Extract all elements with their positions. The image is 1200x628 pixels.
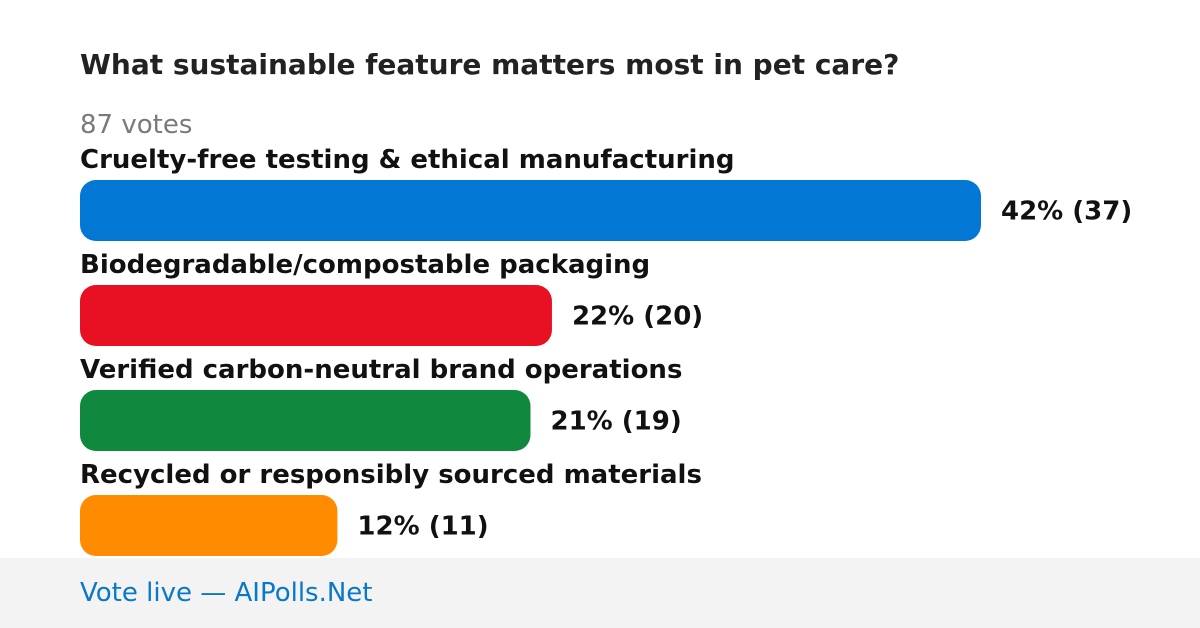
footer-bar: Vote live — AIPolls.Net	[0, 558, 1200, 628]
option-3-label: Verified carbon-neutral brand operations	[80, 355, 682, 385]
option-1-bar	[80, 180, 981, 241]
option-2-label: Biodegradable/compostable packaging	[80, 250, 650, 280]
option-3-bar	[80, 390, 531, 451]
option-4-value-label: 12% (11)	[357, 512, 488, 542]
vote-count: 87 votes	[80, 110, 193, 140]
option-1-value-label: 42% (37)	[1001, 197, 1132, 227]
vote-live-link[interactable]: Vote live — AIPolls.Net	[80, 578, 373, 608]
option-2-bar	[80, 285, 552, 346]
option-3-value-label: 21% (19)	[551, 407, 682, 437]
poll-bar-chart: Cruelty-free testing & ethical manufactu…	[80, 145, 1132, 556]
option-4-bar	[80, 495, 338, 556]
option-1-label: Cruelty-free testing & ethical manufactu…	[80, 145, 734, 175]
option-2-value-label: 22% (20)	[572, 302, 703, 332]
poll-title: What sustainable feature matters most in…	[80, 48, 900, 81]
option-4-label: Recycled or responsibly sourced material…	[80, 460, 702, 490]
